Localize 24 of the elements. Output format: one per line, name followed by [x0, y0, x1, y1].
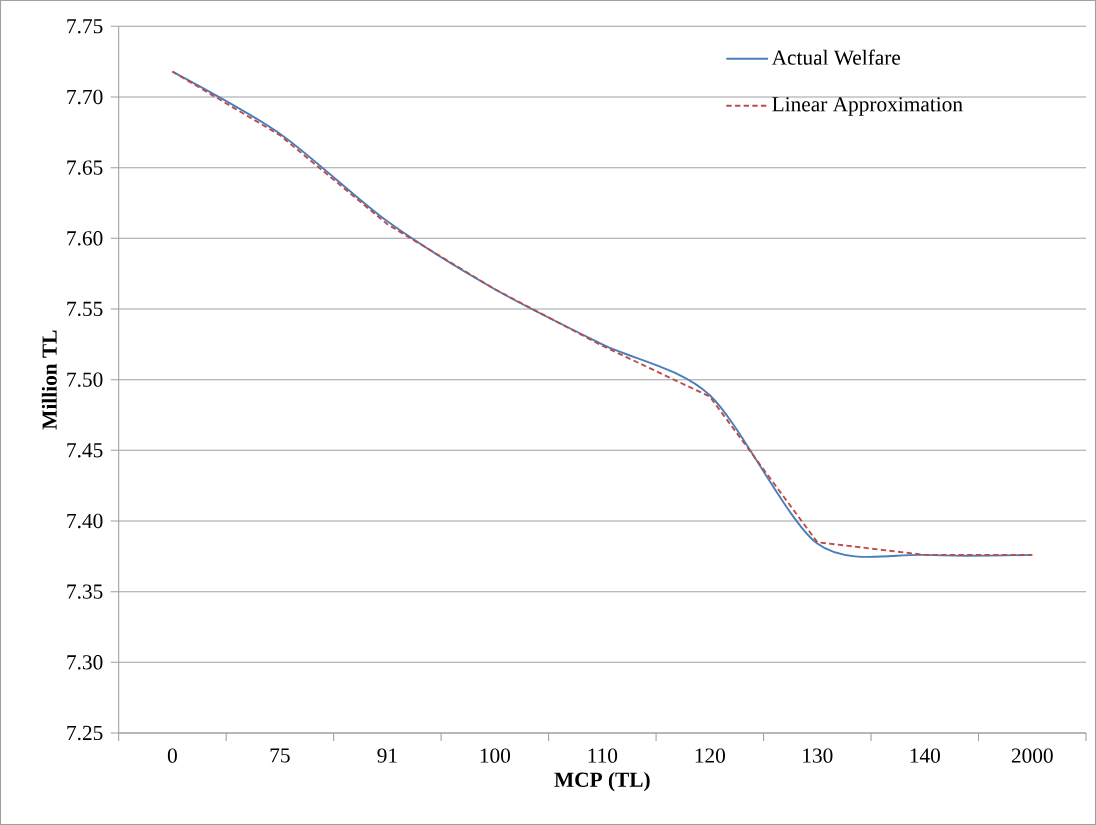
x-tick-label: 0	[167, 748, 177, 763]
x-tick-label: 120	[695, 748, 725, 763]
x-tick-label: 100	[480, 748, 511, 763]
y-tick-label: 7.25	[67, 725, 103, 741]
x-tick-label: 130	[803, 748, 833, 763]
y-tick-label: 7.30	[67, 655, 103, 670]
y-tick-label: 7.40	[67, 513, 103, 529]
y-tick-label: 7.65	[67, 160, 103, 175]
y-tick-label: 7.55	[67, 301, 103, 317]
y-tick-label: 7.70	[67, 89, 103, 105]
x-tick-label: 2000	[1011, 748, 1053, 763]
x-tick-label: 110	[588, 748, 618, 763]
x-tick-label: 91	[377, 748, 397, 763]
x-tick-label: 140	[910, 748, 940, 763]
y-axis-title: Million TL	[41, 330, 57, 430]
x-axis-title: MCP (TL)	[554, 771, 650, 792]
legend-label: Actual Welfare	[771, 49, 901, 65]
y-tick-label: 7.75	[67, 19, 103, 34]
y-tick-label: 7.45	[67, 443, 103, 458]
legend-label: Linear Approximation	[772, 97, 963, 116]
x-tick-label: 75	[270, 748, 290, 763]
y-tick-label: 7.50	[67, 372, 103, 387]
y-tick-label: 7.60	[67, 231, 103, 246]
y-tick-label: 7.35	[67, 584, 103, 599]
